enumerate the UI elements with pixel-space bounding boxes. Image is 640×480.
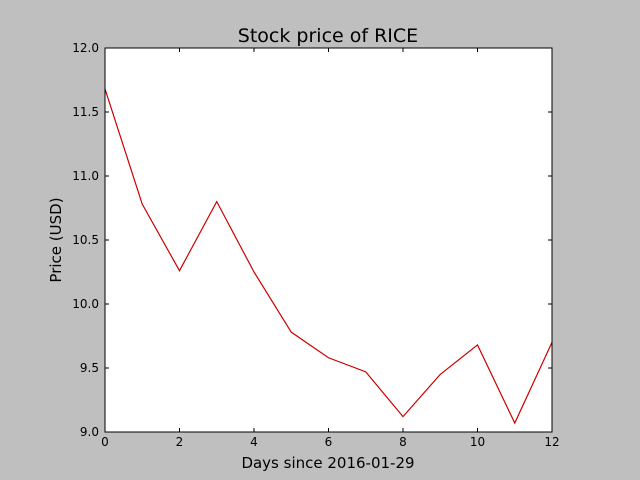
y-tick-label: 10.0 [72, 297, 99, 311]
x-tick-label: 2 [176, 435, 184, 449]
series-layer [104, 88, 553, 425]
y-tick-label: 11.0 [72, 169, 99, 183]
y-tick-label: 12.0 [72, 41, 99, 55]
y-tick-label: 11.5 [72, 105, 99, 119]
x-axis-label: Days since 2016-01-29 [241, 454, 414, 472]
y-tick-label: 9.0 [80, 425, 99, 439]
x-tick-label: 0 [101, 435, 109, 449]
y-axis-label: Price (USD) [47, 197, 65, 282]
y-tick-label: 9.5 [80, 361, 99, 375]
x-tick-label: 10 [470, 435, 485, 449]
x-tick-label: 8 [399, 435, 407, 449]
plot-area [105, 48, 552, 432]
y-axis-ticks: 9.0 9.5 10.0 10.5 11.0 11.5 12.0 [72, 41, 552, 439]
chart-title: Stock price of RICE [238, 25, 418, 47]
x-tick-label: 4 [250, 435, 258, 449]
x-tick-label: 6 [325, 435, 333, 449]
x-tick-label: 12 [544, 435, 559, 449]
y-tick-label: 10.5 [72, 233, 99, 247]
series-line-0 [104, 88, 553, 425]
x-axis-ticks: 0 2 4 6 8 10 12 [101, 48, 560, 449]
